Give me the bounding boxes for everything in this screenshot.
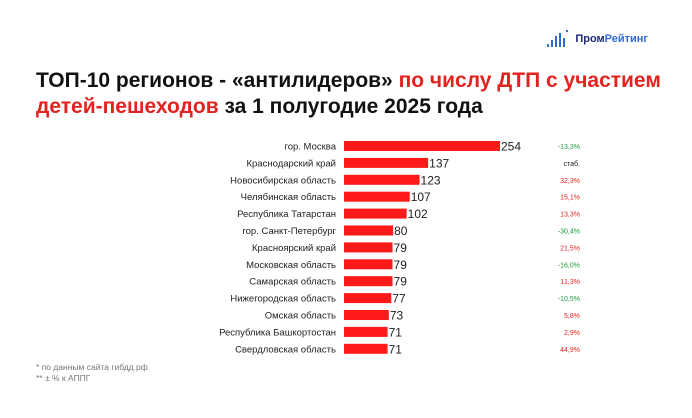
bar — [344, 242, 393, 253]
value-label: 79 — [394, 241, 408, 255]
bar — [344, 310, 389, 320]
category-label: Республика Татарстан — [237, 209, 336, 220]
value-label: 71 — [389, 342, 403, 356]
brand-name: ПромРейтинг — [575, 33, 648, 45]
bar — [344, 293, 392, 304]
category-label: Нижегородская область — [230, 294, 336, 305]
change-label: 21,5% — [560, 245, 580, 252]
brand-name-part1: Пром — [575, 33, 605, 45]
footnote-change: ** ± % к АППГ — [36, 373, 91, 383]
change-label: 2,9% — [564, 330, 580, 337]
brand-logo: ПромРейтинг — [547, 30, 648, 48]
value-label: 73 — [390, 309, 404, 323]
brand-name-part2: Рейтинг — [604, 33, 648, 45]
bar — [344, 326, 388, 337]
bar — [344, 225, 394, 236]
footnotes: * по данным сайта гибдд.рф ** ± % к АППГ — [36, 362, 148, 384]
bar — [344, 259, 393, 270]
footnote-source: * по данным сайта гибдд.рф — [36, 362, 148, 372]
value-label: 137 — [429, 156, 449, 170]
bar — [344, 191, 410, 202]
category-label: Новосибирская область — [230, 175, 336, 186]
category-label: Московская область — [246, 260, 336, 271]
change-label: -13,3% — [558, 144, 580, 151]
title-part3: за 1 полугодие 2025 года — [218, 95, 483, 118]
bar — [344, 157, 429, 168]
title-part2: по числу ДТП с участием детей-пешеходов — [36, 69, 661, 118]
change-label: 11,3% — [561, 279, 580, 286]
value-label: 79 — [394, 275, 408, 289]
value-label: 102 — [408, 207, 428, 221]
change-label: 13,3% — [560, 212, 580, 219]
category-label: Свердловская область — [235, 344, 336, 355]
change-label: 44,9% — [560, 347, 580, 354]
change-label: 5,8% — [564, 313, 580, 320]
change-label: 32,3% — [560, 178, 580, 185]
category-label: Краснодарский край — [247, 158, 336, 169]
bar — [344, 208, 407, 219]
bar — [344, 343, 388, 354]
change-label: 15,1% — [560, 195, 580, 202]
value-label: 254 — [501, 140, 521, 154]
value-label: 71 — [389, 325, 403, 339]
category-label: Республика Башкортостан — [219, 327, 336, 338]
change-label: -10,5% — [558, 296, 580, 303]
value-label: 123 — [421, 173, 441, 187]
category-label: Челябинская область — [241, 192, 336, 203]
change-label: -16,0% — [558, 262, 580, 269]
chart-title: ТОП-10 регионов - «антилидеров» по числу… — [36, 68, 666, 120]
change-label: стаб. — [564, 160, 581, 168]
value-label: 79 — [394, 258, 408, 272]
bar — [344, 276, 393, 287]
category-label: Омская область — [265, 311, 336, 322]
bar-chart-logo-icon — [547, 30, 569, 47]
change-label: -30,4% — [558, 229, 580, 236]
category-label: гор. Москва — [284, 142, 336, 153]
bar — [344, 141, 500, 151]
category-label: гор. Санкт-Петербург — [242, 226, 336, 237]
value-label: 107 — [411, 190, 431, 204]
category-label: Красноярский край — [252, 243, 336, 254]
value-label: 77 — [392, 292, 406, 306]
category-label: Самарская область — [249, 277, 336, 288]
title-part1: ТОП-10 регионов - «антилидеров» — [36, 69, 399, 92]
value-label: 80 — [394, 224, 408, 238]
bar — [344, 174, 420, 185]
